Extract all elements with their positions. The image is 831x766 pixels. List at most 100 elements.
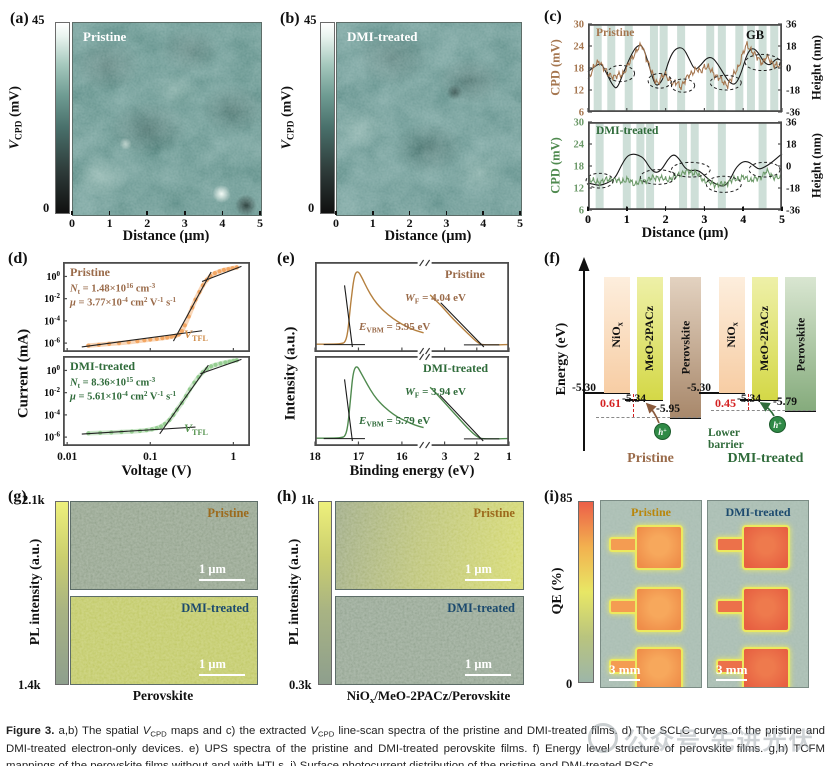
- panel-b: (b) 45 0 VCPD (mV) DMI-treated Distance …: [268, 0, 540, 245]
- svg-text:36: 36: [786, 118, 797, 129]
- niox-level-line: [699, 392, 719, 394]
- trap-density-pristine: Nt = 1.48×1016 cm-3: [70, 282, 156, 297]
- workfunction-dmi: WF = 3.94 eV: [405, 386, 466, 400]
- pad-head: [742, 587, 790, 632]
- ups-chart-dmi: 18 17 16 3 2 1: [309, 353, 512, 463]
- evbm-pristine: EVBM = 5.95 eV: [359, 321, 431, 335]
- colorbar-b-max: 45: [304, 13, 317, 27]
- evbm-dmi: EVBM = 5.79 eV: [359, 415, 431, 429]
- device-pad: [609, 647, 687, 687]
- energy-axis-arrowhead: [578, 257, 590, 271]
- trap-density-dmi: Nt = 8.36×1015 cm-3: [70, 376, 156, 391]
- scalebar-3mm: 3 mm: [716, 662, 748, 681]
- svg-text:-18: -18: [786, 86, 800, 97]
- panel-d-label: (d): [8, 250, 28, 267]
- noise-texture: [336, 597, 523, 684]
- pad-head: [742, 525, 790, 570]
- tcfm-tag-dmi: DMI-treated: [181, 601, 249, 615]
- svg-text:100: 100: [47, 270, 61, 283]
- pad-stem: [609, 537, 637, 552]
- niox-bar-label: NiOx: [609, 322, 625, 348]
- ups-chart-pristine: [314, 259, 510, 355]
- kpfm-map-pristine: Pristine: [72, 22, 262, 216]
- panel-h-ylabel: PL intensity (a.u.): [287, 538, 302, 646]
- perovskite-bar-label: Perovskite: [678, 320, 693, 375]
- svg-text:0.1: 0.1: [143, 451, 158, 463]
- scalebar-label: 1 μm: [465, 656, 492, 671]
- pad-stem: [609, 599, 637, 614]
- photocurrent-tag-pristine: Pristine: [631, 505, 671, 519]
- vtfl-label-dmi: VTFL: [184, 421, 208, 437]
- perovskite-bar-dmi: Perovskite: [785, 277, 816, 412]
- device-pad: [716, 587, 794, 633]
- panel-a: (a) 45 0 VCPD (mV) Pristine Distance (μm…: [0, 0, 268, 245]
- meo-bar-label: MeO-2PACz: [757, 305, 772, 372]
- scalebar-label: 1 μm: [199, 656, 226, 671]
- photocurrent-tag-dmi: DMI-treated: [725, 505, 791, 519]
- tcfm-map-perovskite-dmi: DMI-treated 1 μm: [70, 596, 258, 685]
- svg-text:100: 100: [47, 364, 61, 377]
- tcfm-tag-pristine: Pristine: [473, 506, 515, 520]
- svg-text:12: 12: [574, 184, 585, 195]
- meo-bar-dmi: MeO-2PACz: [752, 277, 778, 401]
- svg-text:6: 6: [579, 206, 584, 217]
- x-tick-label: 0: [585, 207, 591, 226]
- svg-text:10-2: 10-2: [44, 386, 60, 399]
- energy-axis-label: Energy (eV): [554, 322, 569, 396]
- svg-text:1: 1: [506, 451, 512, 463]
- svg-text:30: 30: [574, 20, 585, 31]
- svg-text:2: 2: [663, 214, 669, 226]
- lower-barrier-line1: Lower: [708, 427, 740, 439]
- panel-d: (d) Current (mA) 100 10-2 10-4 10-6 100 10-2…: [0, 245, 275, 488]
- colorbar-h-min: 0.3k: [289, 678, 312, 692]
- height-ylabel-bottom: Height (nm): [809, 133, 824, 198]
- panel-f-label: (f): [544, 250, 560, 267]
- x-tick-label: 1: [369, 211, 376, 230]
- svg-text:18: 18: [309, 451, 321, 463]
- pad-stem: [609, 659, 637, 674]
- panel-g-xlabel: Perovskite: [132, 688, 194, 703]
- svg-text:5: 5: [779, 214, 785, 226]
- svg-text:4: 4: [740, 214, 746, 226]
- colorbar-b-min: 0: [308, 201, 315, 215]
- scalebar-line: [465, 578, 511, 581]
- linescan-tag-pristine: Pristine: [596, 27, 635, 39]
- colorbar-a-min: 0: [43, 201, 50, 215]
- noise-texture: [71, 502, 257, 589]
- device-pad: [609, 525, 687, 571]
- niox-bar-label: NiOx: [724, 322, 740, 348]
- tcfm-tag-dmi: DMI-treated: [447, 601, 515, 615]
- pad-head: [742, 647, 790, 687]
- svg-text:10-4: 10-4: [44, 314, 60, 327]
- panel-g: (g) 2.1k 1.4k PL intensity (a.u.) Pristi…: [0, 488, 275, 710]
- svg-text:-36: -36: [786, 108, 800, 119]
- linescan-tag-dmi: DMI-treated: [596, 125, 659, 137]
- svg-text:24: 24: [574, 140, 585, 151]
- scalebar-label: 3 mm: [716, 662, 748, 677]
- sclc-chart-pristine: 100 10-2 10-4 10-6: [44, 261, 250, 352]
- noise-texture: [337, 23, 521, 215]
- x-tick-label: 4: [480, 211, 487, 230]
- pad-stem: [716, 537, 744, 552]
- niox-bar-dmi: NiOx: [719, 277, 745, 394]
- group-caption-dmi: DMI-treated: [727, 451, 804, 466]
- barrier-value-dmi: 0.45: [715, 396, 736, 410]
- meo-bar-pristine: MeO-2PACz: [637, 277, 663, 401]
- tcfm-map-htl-pristine: Pristine 1 μm: [335, 501, 524, 590]
- cpd-ylabel-pristine: CPD (mV): [548, 39, 563, 96]
- panel-f: (f) Energy (eV) NiOx MeO-2PACz Perovskit…: [540, 245, 831, 488]
- tcfm-map-htl-dmi: DMI-treated 1 μm: [335, 596, 524, 685]
- meo-bar-label: MeO-2PACz: [642, 305, 657, 372]
- scalebar-label: 3 mm: [609, 662, 641, 677]
- pad-head: [635, 587, 683, 632]
- workfunction-pristine: WF = 4.04 eV: [405, 292, 466, 306]
- lower-barrier-note: Lower barrier: [708, 427, 744, 451]
- x-tick-label: 3: [443, 211, 450, 230]
- svg-text:0.01: 0.01: [57, 451, 77, 463]
- panel-g-label: (g): [8, 488, 27, 505]
- barrier-value-pristine: 0.61: [600, 396, 621, 410]
- scalebar-line: [465, 673, 511, 676]
- x-tick-label: 0: [333, 211, 339, 230]
- svg-text:10-6: 10-6: [44, 431, 60, 444]
